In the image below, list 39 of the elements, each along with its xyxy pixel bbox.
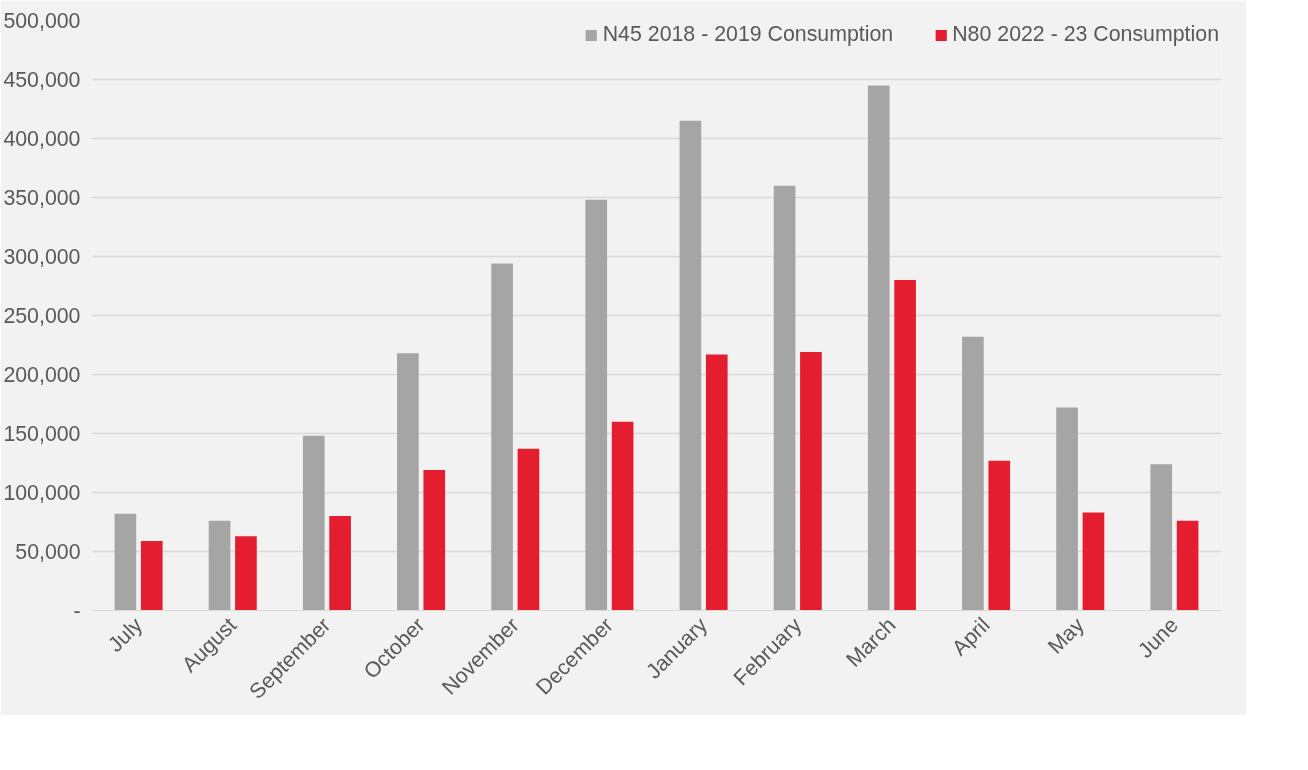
y-tick-label: 250,000	[3, 304, 81, 328]
y-tick-label: 300,000	[3, 245, 81, 269]
bar	[585, 199, 608, 611]
bar	[114, 513, 137, 611]
y-tick-label: 150,000	[3, 422, 81, 446]
legend-label: N80 2022 - 23 Consumption	[952, 22, 1219, 47]
bar	[302, 435, 325, 611]
y-tick-label: -	[73, 599, 81, 623]
bar	[1150, 464, 1173, 611]
bar	[867, 85, 890, 611]
bar	[705, 354, 728, 611]
y-tick-label: 50,000	[15, 540, 81, 564]
bar	[894, 280, 916, 611]
bar	[491, 263, 513, 611]
y-tick-label: 200,000	[3, 363, 81, 387]
x-tick-label: July	[103, 612, 148, 657]
bar	[1056, 407, 1078, 611]
bar	[208, 520, 231, 611]
bar	[800, 352, 822, 611]
bar	[517, 448, 540, 611]
y-tick-label: 450,000	[3, 68, 81, 92]
bar	[611, 421, 634, 611]
bar	[679, 120, 702, 611]
y-tick-label: 400,000	[3, 127, 81, 151]
x-tick-label: May	[1043, 612, 1089, 659]
bar	[235, 536, 257, 611]
bar	[1176, 520, 1199, 611]
bar	[140, 540, 163, 611]
y-tick-label: 350,000	[3, 186, 81, 210]
bar	[988, 460, 1011, 611]
legend-label: N45 2018 - 2019 Consumption	[602, 22, 894, 47]
bar	[773, 185, 796, 611]
bar	[423, 470, 446, 611]
bar	[1082, 512, 1105, 611]
bar	[329, 516, 351, 611]
bar	[397, 353, 419, 611]
bar	[962, 336, 984, 611]
y-tick-label: 500,000	[3, 9, 81, 33]
y-tick-label: 100,000	[3, 481, 81, 505]
